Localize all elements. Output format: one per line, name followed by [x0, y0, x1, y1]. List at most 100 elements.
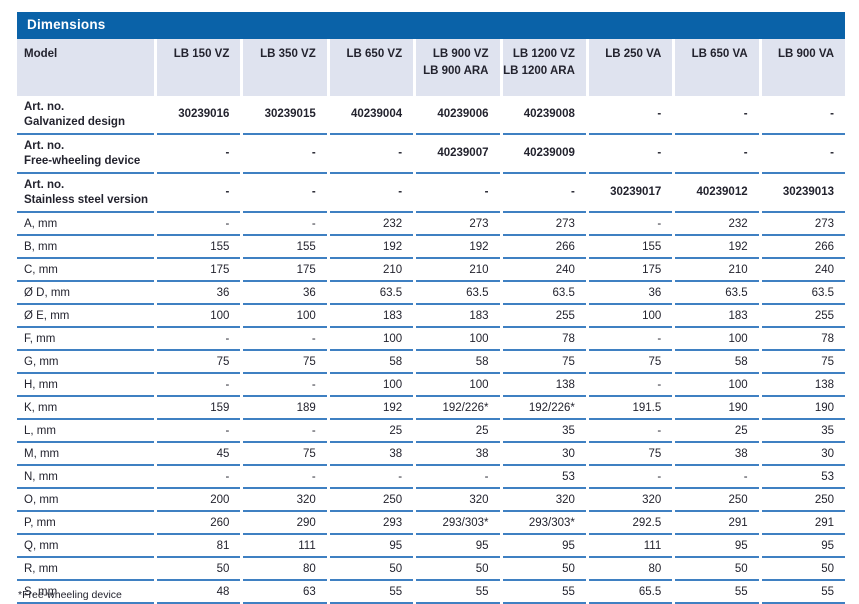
cell-value: 183 — [329, 305, 414, 328]
art-row-2: Art. no. Stainless steel version - - - - -302… — [17, 174, 845, 213]
cell-value: 63 — [243, 581, 327, 604]
cell-value: 192/226* — [416, 397, 500, 420]
cell-value: 100 — [416, 328, 500, 351]
cell-value: 36 — [157, 282, 241, 305]
cell-value: 25 — [675, 420, 759, 443]
cell-value: - — [243, 374, 327, 397]
cell-value: 266 — [761, 236, 845, 259]
cell-value: 38 — [329, 443, 414, 466]
cell-value: 75 — [243, 443, 327, 466]
cell-value: 95 — [502, 535, 586, 558]
dim-row-4: Ø E, mm 100 100 183 183 255 100 183 255 — [17, 305, 845, 328]
cell-value: 240 — [761, 259, 845, 282]
cell-value: 36 — [588, 282, 673, 305]
cell-value: - — [675, 135, 759, 174]
dim-row-1: B, mm 155 155 192 192 266 155 192 266 — [17, 236, 845, 259]
dim-row-6: G, mm 75 75 58 58 75 75 58 75 — [17, 351, 845, 374]
cell-value: 111 — [243, 535, 327, 558]
column-header-3: LB 900 VZ LB 900 ARA — [416, 39, 500, 96]
dim-row-13: P, mm 260 290 293 293/303* 293/303* 292.5 291 29… — [17, 512, 845, 535]
cell-value: 75 — [761, 351, 845, 374]
cell-value: 80 — [588, 558, 673, 581]
cell-value: 100 — [675, 374, 759, 397]
cell-value: 273 — [416, 213, 500, 236]
art-row-1: Art. no. Free-wheeling device - - -40239007… — [17, 135, 845, 174]
cell-value: 100 — [588, 305, 673, 328]
cell-value: 293 — [329, 512, 414, 535]
cell-value: 35 — [502, 420, 586, 443]
cell-value: 78 — [761, 328, 845, 351]
cell-value: 30239015 — [243, 96, 327, 135]
cell-value: 250 — [675, 489, 759, 512]
cell-value: 183 — [416, 305, 500, 328]
cell-value: 183 — [675, 305, 759, 328]
dim-row-3: Ø D, mm 36 36 63.5 63.5 63.5 36 63.5 63.5 — [17, 282, 845, 305]
cell-value: 58 — [675, 351, 759, 374]
cell-value: 30 — [761, 443, 845, 466]
cell-value: 273 — [761, 213, 845, 236]
cell-value: 273 — [502, 213, 586, 236]
footnote: *Free-wheeling device — [18, 589, 122, 601]
cell-value: 155 — [157, 236, 241, 259]
cell-value: 53 — [761, 466, 845, 489]
cell-value: 38 — [675, 443, 759, 466]
row-label: R, mm — [17, 558, 154, 581]
row-label: K, mm — [17, 397, 154, 420]
column-header-1: LB 350 VZ — [243, 39, 327, 96]
cell-value: 100 — [157, 305, 241, 328]
cell-value: 80 — [243, 558, 327, 581]
row-label: C, mm — [17, 259, 154, 282]
row-label: G, mm — [17, 351, 154, 374]
cell-value: 58 — [329, 351, 414, 374]
cell-value: 175 — [157, 259, 241, 282]
cell-value: 75 — [588, 351, 673, 374]
dim-row-0: A, mm - -232 273 273-232 273 — [17, 213, 845, 236]
row-label: L, mm — [17, 420, 154, 443]
cell-value: 55 — [675, 581, 759, 604]
row-label: N, mm — [17, 466, 154, 489]
cell-value: 55 — [761, 581, 845, 604]
cell-value: 55 — [416, 581, 500, 604]
cell-value: - — [329, 135, 414, 174]
cell-value: 291 — [761, 512, 845, 535]
dim-row-14: Q, mm 81 111 95 95 95 111 95 95 — [17, 535, 845, 558]
cell-value: 95 — [761, 535, 845, 558]
cell-value: 159 — [157, 397, 241, 420]
cell-value: 81 — [157, 535, 241, 558]
dim-row-9: L, mm - -25 25 35-25 35 — [17, 420, 845, 443]
cell-value: 189 — [243, 397, 327, 420]
cell-value: - — [157, 466, 241, 489]
cell-value: 45 — [157, 443, 241, 466]
dim-row-5: F, mm - -100 100 78-100 78 — [17, 328, 845, 351]
column-header-model: Model — [17, 39, 154, 96]
cell-value: 25 — [416, 420, 500, 443]
cell-value: 240 — [502, 259, 586, 282]
cell-value: - — [588, 374, 673, 397]
cell-value: 290 — [243, 512, 327, 535]
cell-value: 111 — [588, 535, 673, 558]
cell-value: 30 — [502, 443, 586, 466]
cell-value: 25 — [329, 420, 414, 443]
cell-value: - — [761, 96, 845, 135]
cell-value: - — [675, 96, 759, 135]
column-header-6: LB 650 VA — [675, 39, 759, 96]
art-row-0: Art. no. Galvanized design 30239016 302390… — [17, 96, 845, 135]
cell-value: 138 — [502, 374, 586, 397]
cell-value: 100 — [675, 328, 759, 351]
cell-value: - — [588, 420, 673, 443]
cell-value: - — [502, 174, 586, 213]
column-header-4: LB 1200 VZ LB 1200 ARA — [502, 39, 586, 96]
cell-value: 40239009 — [502, 135, 586, 174]
row-label: A, mm — [17, 213, 154, 236]
cell-value: 266 — [502, 236, 586, 259]
cell-value: 200 — [157, 489, 241, 512]
cell-value: 50 — [761, 558, 845, 581]
cell-value: 95 — [329, 535, 414, 558]
dim-row-7: H, mm - -100 100 138-100 138 — [17, 374, 845, 397]
cell-value: 50 — [157, 558, 241, 581]
cell-value: 58 — [416, 351, 500, 374]
cell-value: 192 — [329, 236, 414, 259]
cell-value: 30239017 — [588, 174, 673, 213]
cell-value: - — [588, 213, 673, 236]
column-header-7: LB 900 VA — [761, 39, 845, 96]
